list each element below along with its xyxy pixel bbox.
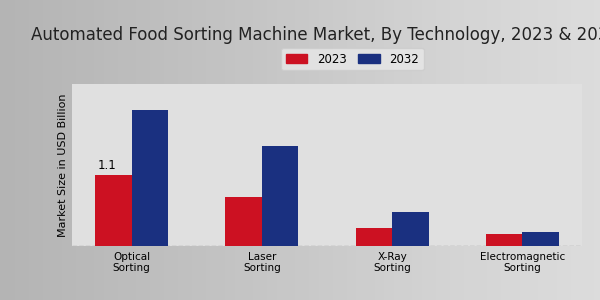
Legend: 2023, 2032: 2023, 2032	[281, 48, 424, 70]
Bar	[226, 197, 262, 246]
Bar	[486, 234, 523, 246]
Bar	[523, 232, 559, 246]
Text: 1.1: 1.1	[98, 159, 116, 172]
Bar	[262, 146, 298, 246]
Bar	[95, 175, 131, 246]
Y-axis label: Market Size in USD Billion: Market Size in USD Billion	[58, 93, 68, 237]
Bar	[131, 110, 168, 246]
Text: Automated Food Sorting Machine Market, By Technology, 2023 & 2032: Automated Food Sorting Machine Market, B…	[31, 26, 600, 44]
Bar	[392, 212, 428, 246]
Bar	[356, 228, 392, 246]
